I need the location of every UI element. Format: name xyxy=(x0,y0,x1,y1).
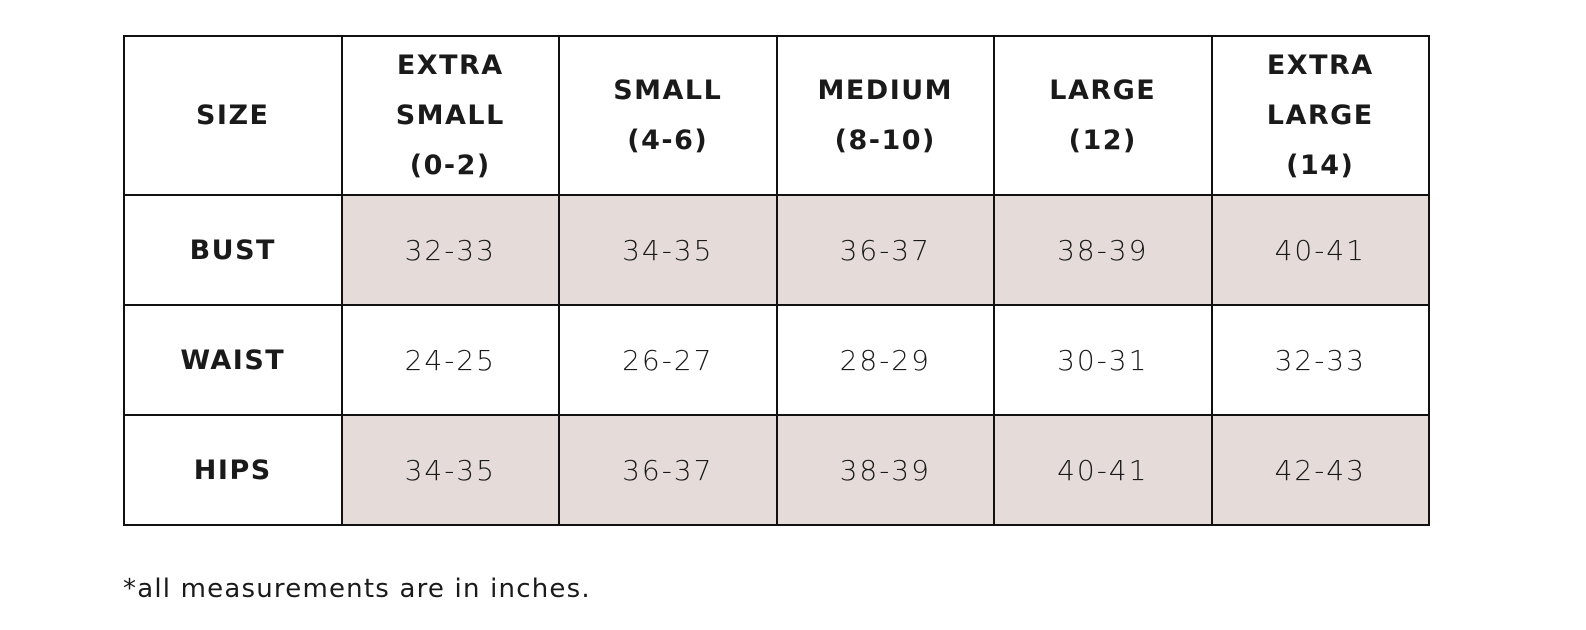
size-range: (4-6) xyxy=(627,124,709,156)
column-header: SMALL (4-6) xyxy=(558,35,778,196)
row-label: BUST xyxy=(123,194,343,306)
size-name: EXTRA LARGE xyxy=(1266,49,1374,131)
size-range: (8-10) xyxy=(834,124,936,156)
measure-cell: 28-29 xyxy=(775,304,995,416)
measure-cell: 38-39 xyxy=(775,414,995,526)
measure-cell: 24-25 xyxy=(340,304,560,416)
row-label: HIPS xyxy=(123,414,343,526)
measure-cell: 26-27 xyxy=(558,304,778,416)
measure-cell: 40-41 xyxy=(993,414,1213,526)
size-name: EXTRA SMALL xyxy=(395,49,505,131)
measure-row: HIPS 34-35 36-37 38-39 40-41 42-43 xyxy=(123,414,1430,526)
column-header: LARGE (12) xyxy=(993,35,1213,196)
row-label: WAIST xyxy=(123,304,343,416)
measure-cell: 38-39 xyxy=(993,194,1213,306)
corner-cell: SIZE xyxy=(123,35,343,196)
size-chart: SIZE EXTRA SMALL (0-2) SMALL (4-6) MEDIUM (8-1… xyxy=(123,35,1430,526)
measure-cell: 30-31 xyxy=(993,304,1213,416)
footnote: *all measurements are in inches. xyxy=(123,574,591,604)
measure-cell: 34-35 xyxy=(558,194,778,306)
measure-row: WAIST 24-25 26-27 28-29 30-31 32-33 xyxy=(123,304,1430,416)
measure-cell: 36-37 xyxy=(775,194,995,306)
size-name: SMALL xyxy=(613,74,723,106)
measure-cell: 32-33 xyxy=(340,194,560,306)
header-row: SIZE EXTRA SMALL (0-2) SMALL (4-6) MEDIUM (8-1… xyxy=(123,35,1430,196)
column-header: EXTRA LARGE (14) xyxy=(1210,35,1430,196)
measure-cell: 40-41 xyxy=(1210,194,1430,306)
measure-cell: 42-43 xyxy=(1210,414,1430,526)
size-name: MEDIUM xyxy=(817,74,954,106)
measure-cell: 36-37 xyxy=(558,414,778,526)
measure-cell: 34-35 xyxy=(340,414,560,526)
corner-label: SIZE xyxy=(195,99,270,131)
column-header: MEDIUM (8-10) xyxy=(775,35,995,196)
column-header: EXTRA SMALL (0-2) xyxy=(340,35,560,196)
size-range: (14) xyxy=(1286,149,1355,181)
measure-row: BUST 32-33 34-35 36-37 38-39 40-41 xyxy=(123,194,1430,306)
size-name: LARGE xyxy=(1049,74,1157,106)
size-range: (12) xyxy=(1068,124,1137,156)
measure-cell: 32-33 xyxy=(1210,304,1430,416)
size-range: (0-2) xyxy=(409,149,491,181)
